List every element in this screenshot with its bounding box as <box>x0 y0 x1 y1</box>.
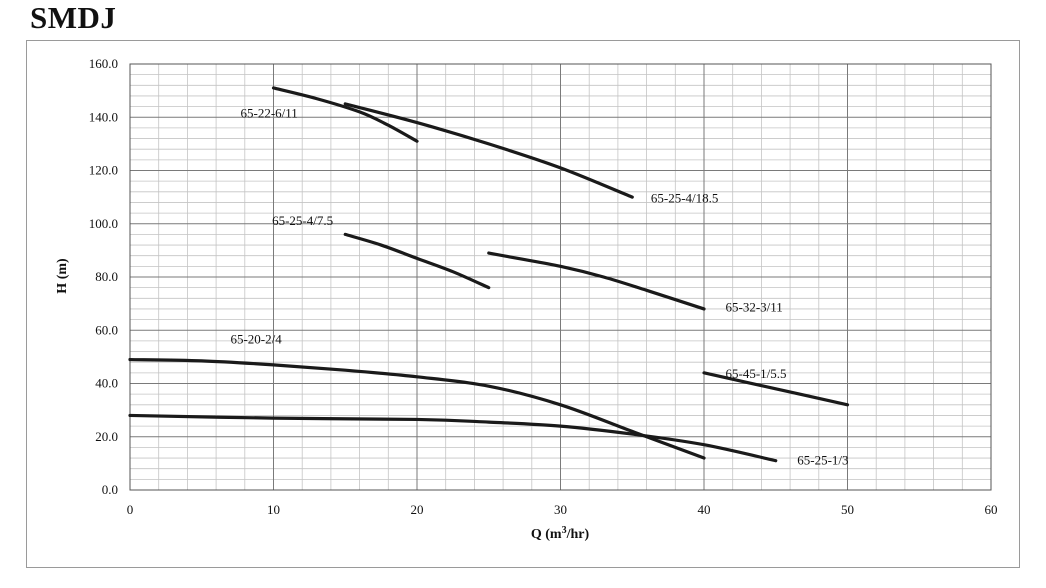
curve-label: 65-32-3/11 <box>726 300 783 315</box>
x-tick-label: 50 <box>841 502 854 517</box>
x-axis-label: Q (m3/hr) <box>531 525 590 543</box>
curve-65-22-6-11 <box>271 86 419 143</box>
x-tick-label: 20 <box>411 502 424 517</box>
curve-label: 65-25-4/7.5 <box>272 213 333 228</box>
curve-label: 65-25-4/18.5 <box>651 190 719 205</box>
curve-65-25-4-18-5 <box>343 102 634 199</box>
curve-65-45-1-5-5 <box>702 371 850 407</box>
x-tick-label: 30 <box>554 502 567 517</box>
curve-65-32-3-11 <box>487 251 706 311</box>
x-tick-label: 0 <box>127 502 134 517</box>
x-axis-label-sup: 3 <box>562 525 567 536</box>
x-tick-label: 60 <box>985 502 998 517</box>
y-tick-label: 60.0 <box>95 322 118 337</box>
chart-frame <box>26 40 1020 568</box>
x-axis-label-main: Q (m <box>531 527 562 542</box>
curve-65-20-2-4 <box>128 357 706 460</box>
y-tick-label: 120.0 <box>89 163 118 178</box>
curve-label: 65-22-6/11 <box>240 105 297 120</box>
y-axis-label: H (m) <box>55 258 70 294</box>
curve-65-25-4-7-5 <box>343 232 491 290</box>
y-tick-label: 80.0 <box>95 269 118 284</box>
curve-65-25-1-3 <box>128 413 778 463</box>
plot-area <box>129 63 992 491</box>
chart-title: SMDJ <box>30 0 117 35</box>
y-axis-ticks: 0.0 20.0 40.0 60.0 80.0 100.0 120.0 140.0 160.0 <box>89 56 118 497</box>
y-tick-label: 20.0 <box>95 429 118 444</box>
y-tick-label: 100.0 <box>89 216 118 231</box>
y-tick-label: 160.0 <box>89 56 118 71</box>
y-tick-label: 140.0 <box>89 109 118 124</box>
x-axis-label-tail: /hr) <box>566 527 590 542</box>
pump-curves <box>128 86 850 463</box>
curve-label: 65-20-2/4 <box>230 332 282 347</box>
y-tick-label: 0.0 <box>102 482 118 497</box>
curve-label: 65-45-1/5.5 <box>726 366 787 381</box>
x-tick-label: 40 <box>698 502 711 517</box>
x-axis-ticks: 0 10 20 30 40 50 60 <box>127 502 998 517</box>
y-tick-label: 40.0 <box>95 376 118 391</box>
curve-label: 65-25-1/3 <box>797 453 848 468</box>
curve-labels: 65-22-6/11 65-25-4/18.5 65-25-4/7.5 65-32-3… <box>230 105 848 467</box>
x-tick-label: 10 <box>267 502 280 517</box>
